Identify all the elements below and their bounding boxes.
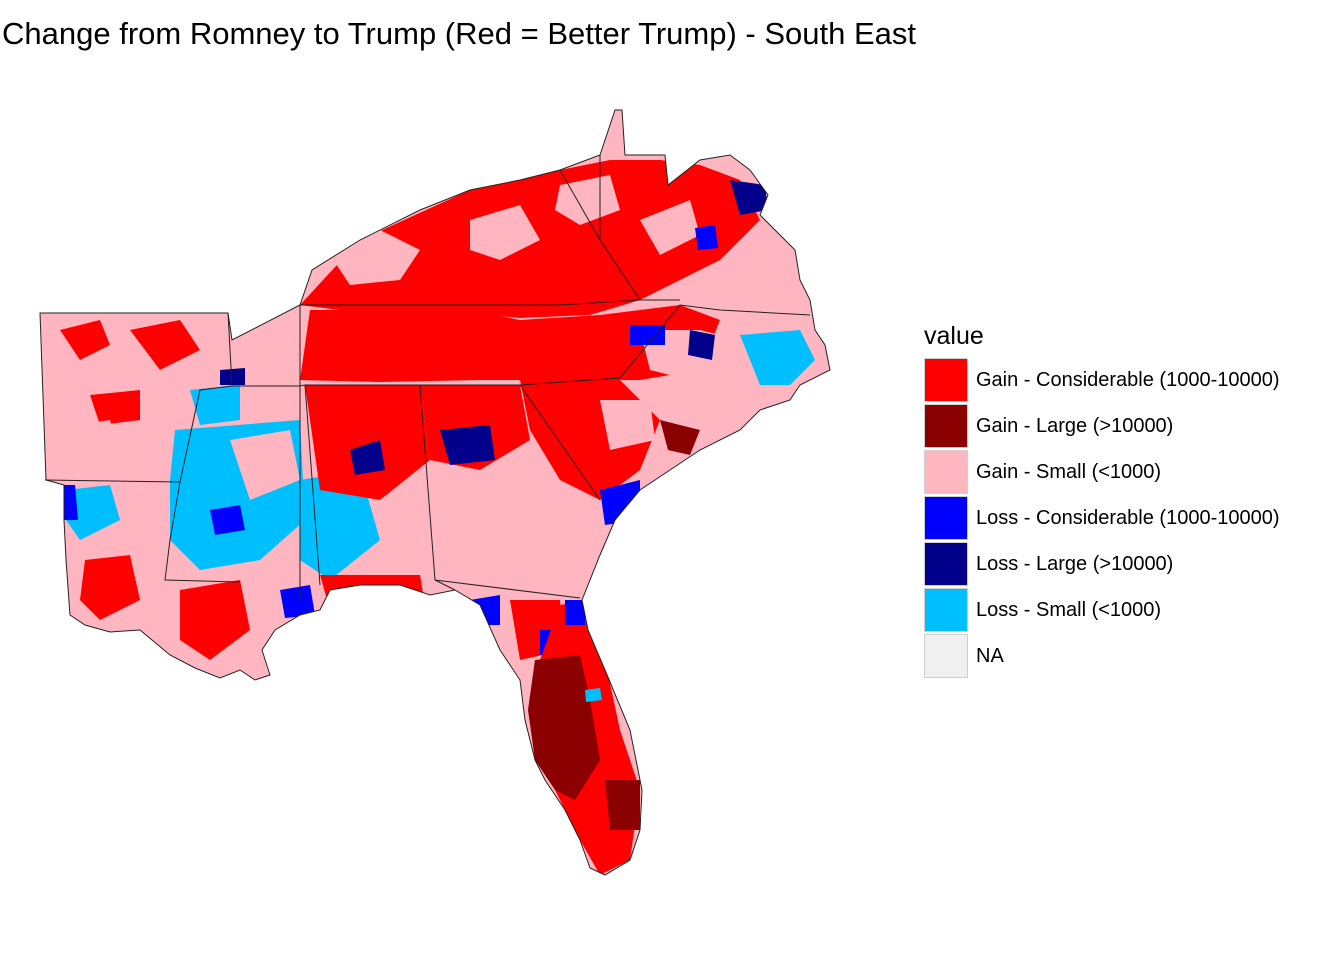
legend-swatch [924,496,968,540]
legend-label: Gain - Large (>10000) [976,414,1174,437]
legend-item: Gain - Small (<1000) [924,449,1280,495]
legend-swatch [924,450,968,494]
legend-label: Loss - Large (>10000) [976,552,1174,575]
legend-item: NA [924,633,1280,679]
legend-swatch [924,588,968,632]
legend-item: Loss - Considerable (1000-10000) [924,495,1280,541]
legend-label: NA [976,644,1004,667]
legend-item: Loss - Large (>10000) [924,541,1280,587]
legend-item: Loss - Small (<1000) [924,587,1280,633]
state-borders [39,109,831,876]
legend-title: value [924,322,984,350]
county-fills [40,160,815,875]
legend-label: Gain - Considerable (1000-10000) [976,368,1280,391]
legend-label: Loss - Small (<1000) [976,598,1162,621]
chart-title: Change from Romney to Trump (Red = Bette… [2,16,917,51]
legend-item: Gain - Large (>10000) [924,403,1280,449]
legend-swatch [924,542,968,586]
legend-swatch [924,358,968,402]
legend-swatch [924,634,968,678]
legend-label: Loss - Considerable (1000-10000) [976,506,1280,529]
legend-label: Gain - Small (<1000) [976,460,1162,483]
legend: value Gain - Considerable (1000-10000) Ga… [924,322,1280,679]
legend-item: Gain - Considerable (1000-10000) [924,357,1280,403]
legend-swatch [924,404,968,448]
